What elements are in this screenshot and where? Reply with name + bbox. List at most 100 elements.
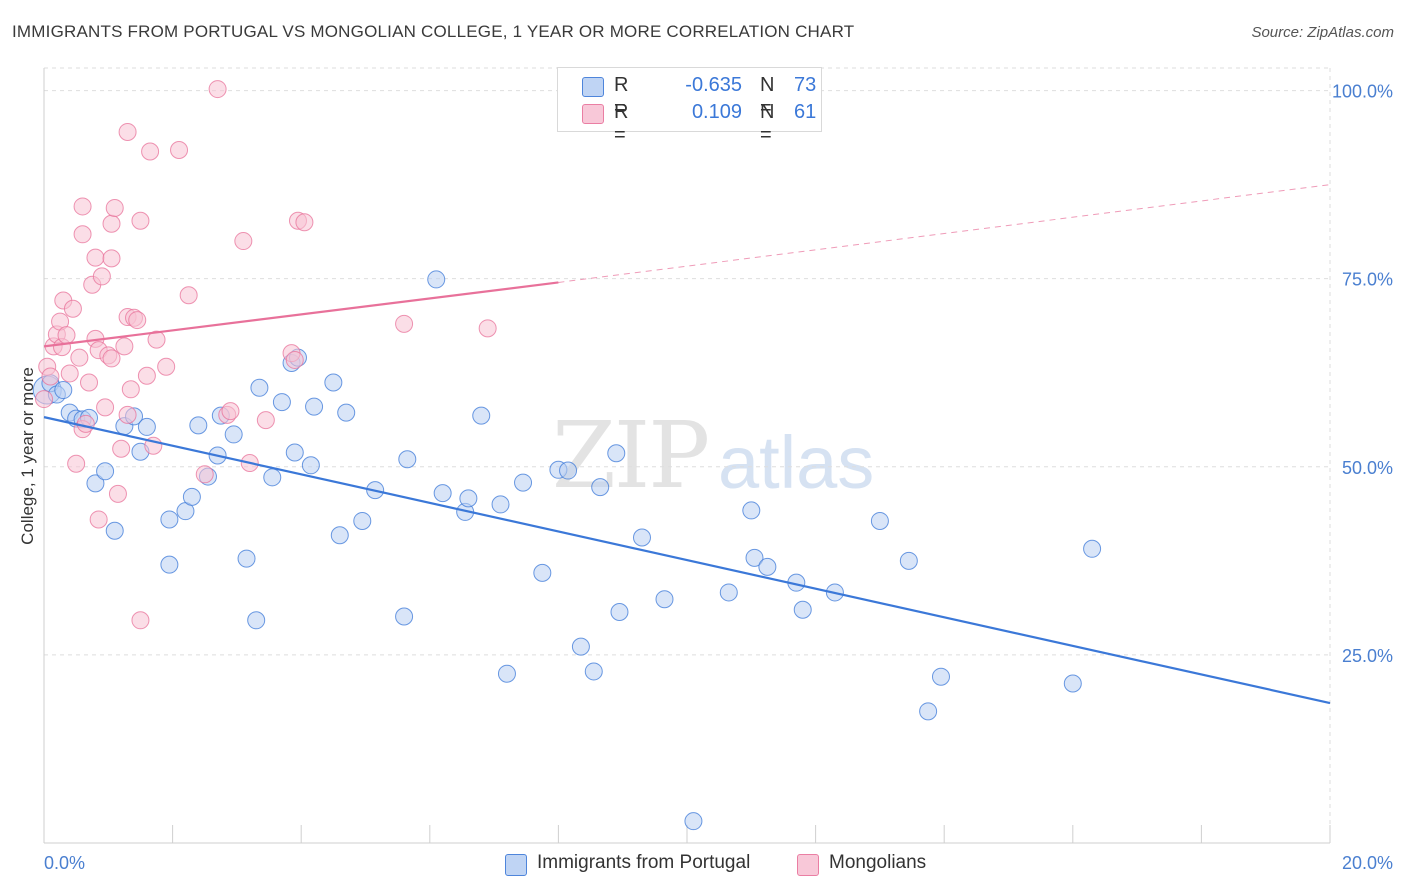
legend-n-value: 61 xyxy=(794,101,817,123)
point-mongolians xyxy=(208,80,227,99)
point-portugal xyxy=(250,378,269,397)
point-mongolians xyxy=(478,319,497,338)
point-mongolians xyxy=(118,405,137,424)
legend-r-label: R = xyxy=(614,101,629,146)
point-portugal xyxy=(655,590,674,609)
point-portugal xyxy=(398,450,417,469)
point-portugal xyxy=(86,474,105,493)
point-portugal xyxy=(514,473,533,492)
x-tick-label-max: 20.0% xyxy=(1342,853,1393,873)
point-portugal xyxy=(160,510,179,529)
point-mongolians xyxy=(131,211,150,230)
point-mongolians xyxy=(157,357,176,376)
point-mongolians xyxy=(131,611,150,630)
point-portugal xyxy=(919,702,938,721)
legend-r-value: 0.109 xyxy=(691,101,742,123)
point-portugal xyxy=(237,549,256,568)
legend-swatch-portugal xyxy=(505,854,527,876)
point-mongolians xyxy=(102,249,121,268)
grid-lines xyxy=(44,67,1331,843)
point-portugal xyxy=(571,637,590,656)
source-label: Source: ZipAtlas.com xyxy=(1251,24,1394,41)
point-mongolians xyxy=(80,373,99,392)
point-portugal xyxy=(305,397,324,416)
point-mongolians xyxy=(105,198,124,217)
point-portugal xyxy=(1083,539,1102,558)
point-portugal xyxy=(247,611,266,630)
point-portugal xyxy=(324,373,343,392)
axis-labels: 25.0% 50.0% 75.0% 100.0% 0.0% 20.0% College, 1… xyxy=(18,82,1393,873)
point-mongolians xyxy=(170,141,189,160)
point-portugal xyxy=(1063,674,1082,693)
legend-label-portugal: Immigrants from Portugal xyxy=(537,852,751,873)
point-mongolians xyxy=(102,349,121,368)
point-mongolians xyxy=(295,213,314,232)
point-mongolians xyxy=(86,248,105,267)
point-mongolians xyxy=(256,411,275,430)
point-portugal xyxy=(610,603,629,622)
point-portugal xyxy=(96,462,115,481)
point-portugal xyxy=(301,456,320,475)
correlation-legend: R = -0.635 N = 73 R = 0.109 N = 61 xyxy=(557,67,822,146)
point-portugal xyxy=(745,548,764,567)
point-mongolians xyxy=(195,465,214,484)
point-portugal xyxy=(272,393,291,412)
point-mongolians xyxy=(108,484,127,503)
point-portugal xyxy=(584,662,603,681)
point-mongolians xyxy=(141,142,160,161)
legend-label-mongolians: Mongolians xyxy=(829,852,927,873)
legend-swatch-mongolians xyxy=(797,854,819,876)
point-portugal xyxy=(330,526,349,545)
point-mongolians xyxy=(137,366,156,385)
trend-line-mongolians xyxy=(43,281,559,348)
watermark-atlas: atlas xyxy=(718,421,875,504)
point-portugal xyxy=(742,501,761,520)
legend-swatch-portugal xyxy=(582,77,604,97)
x-tick-label-min: 0.0% xyxy=(44,853,85,873)
point-portugal xyxy=(591,478,610,497)
point-portugal xyxy=(182,487,201,506)
point-portugal xyxy=(472,406,491,425)
point-portugal xyxy=(353,511,372,530)
y-tick-label: 25.0% xyxy=(1342,646,1393,666)
point-mongolians xyxy=(121,380,140,399)
y-tick-label: 100.0% xyxy=(1332,82,1393,102)
point-mongolians xyxy=(96,398,115,417)
point-mongolians xyxy=(115,337,134,356)
watermark-zip: ZIP xyxy=(552,402,710,509)
point-mongolians xyxy=(76,414,95,433)
point-mongolians xyxy=(112,439,131,458)
point-portugal xyxy=(54,381,73,400)
point-portugal xyxy=(758,557,777,576)
point-portugal xyxy=(433,484,452,503)
point-portugal xyxy=(497,664,516,683)
legend-n-value: 73 xyxy=(794,74,817,96)
point-mongolians xyxy=(128,311,147,330)
point-portugal xyxy=(105,521,124,540)
point-mongolians xyxy=(57,326,76,345)
point-portugal xyxy=(160,555,179,574)
point-portugal xyxy=(189,416,208,435)
legend-swatch-mongolians xyxy=(582,104,604,124)
point-portugal xyxy=(491,495,510,514)
point-mongolians xyxy=(147,330,166,349)
point-portugal xyxy=(263,468,282,487)
point-mongolians xyxy=(221,402,240,421)
data-points xyxy=(32,80,1102,831)
point-portugal xyxy=(459,489,478,508)
point-portugal xyxy=(427,270,446,289)
point-mongolians xyxy=(234,232,253,251)
point-portugal xyxy=(395,607,414,626)
point-mongolians xyxy=(285,350,304,369)
point-portugal xyxy=(137,417,156,436)
trend-lines xyxy=(43,184,1331,705)
y-axis-title: College, 1 year or more xyxy=(18,367,37,545)
point-mongolians xyxy=(395,314,414,333)
point-portugal xyxy=(931,667,950,686)
point-portugal xyxy=(533,563,552,582)
point-mongolians xyxy=(67,454,86,473)
point-mongolians xyxy=(92,267,111,286)
point-mongolians xyxy=(118,122,137,141)
point-mongolians xyxy=(102,214,121,233)
point-portugal xyxy=(684,812,703,831)
